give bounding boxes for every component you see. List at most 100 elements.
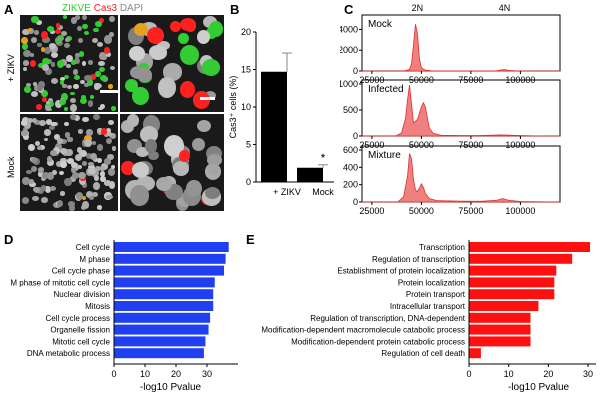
nucleus (52, 170, 57, 175)
nucleus (93, 114, 101, 121)
dapi-label: DAPI (119, 3, 144, 14)
nucleus (140, 126, 159, 144)
nucleus (78, 51, 84, 57)
nucleus (87, 60, 94, 65)
nucleus (104, 132, 109, 137)
y-tick-label: 15 (241, 65, 251, 75)
x-tick-label: 75000 (458, 140, 483, 150)
x-tick-label: 100000 (505, 206, 535, 216)
nucleus (44, 47, 52, 55)
nucleus (38, 62, 45, 69)
nucleus (78, 171, 86, 179)
nucleus (157, 40, 171, 51)
nucleus (180, 45, 200, 66)
nucleus (21, 196, 30, 204)
y-tick-label: 4000 (340, 24, 358, 34)
bar (114, 289, 214, 300)
x-tick-label: 30 (202, 369, 212, 379)
nucleus (196, 29, 211, 45)
nucleus (56, 138, 63, 144)
nucleus (74, 15, 81, 21)
x-tick-label: 20 (543, 369, 553, 379)
x-tick-label: 25000 (359, 206, 384, 216)
nucleus (169, 20, 182, 33)
nucleus (80, 97, 88, 104)
nucleus (71, 162, 78, 169)
nucleus (60, 157, 68, 164)
nucleus (38, 119, 46, 126)
nucleus (42, 58, 50, 66)
category-label: M phase (79, 255, 110, 264)
nucleus (88, 161, 95, 167)
nucleus (69, 205, 75, 211)
nucleus (100, 171, 105, 177)
nucleus (82, 116, 90, 123)
nucleus (22, 28, 30, 36)
y-tick-label: 0 (353, 131, 358, 141)
nucleus (32, 186, 40, 193)
nucleus (54, 38, 60, 43)
bar (114, 242, 229, 252)
subplot-title: Mixture (368, 150, 401, 161)
bar (469, 336, 531, 347)
nucleus (40, 30, 49, 40)
nucleus (133, 22, 148, 36)
nucleus (29, 53, 35, 58)
nucleus (70, 91, 75, 96)
nucleus (87, 164, 96, 173)
nucleus (147, 26, 165, 44)
nucleus (25, 82, 31, 88)
nucleus (111, 146, 116, 151)
nucleus (107, 154, 115, 160)
nucleus (96, 128, 103, 134)
nucleus (81, 61, 87, 67)
cas3-label: Cas3 (93, 3, 118, 14)
subplot-title: Mock (368, 19, 393, 30)
nucleus (94, 21, 103, 28)
bar (297, 167, 323, 182)
nucleus (41, 196, 48, 203)
ploidy-label: 4N (499, 3, 511, 13)
nucleus (64, 75, 70, 80)
nucleus (74, 57, 80, 65)
histogram-series (362, 153, 561, 203)
x-tick-label: 10 (504, 369, 514, 379)
nucleus (32, 81, 38, 86)
panel-e-label: E (246, 232, 255, 247)
bar (469, 242, 591, 252)
nucleus (82, 161, 88, 166)
nucleus (27, 117, 34, 123)
nucleus (208, 164, 221, 175)
nucleus (50, 121, 56, 127)
nucleus (69, 97, 76, 103)
nucleus (93, 182, 100, 190)
nucleus (46, 119, 53, 125)
nucleus (70, 176, 77, 182)
nucleus (73, 69, 79, 75)
nucleus (21, 176, 30, 186)
nucleus (50, 62, 56, 67)
x-tick-label: 100000 (505, 140, 535, 150)
nucleus (128, 46, 146, 62)
bar (261, 71, 287, 182)
nucleus (201, 58, 221, 76)
nucleus (108, 180, 116, 189)
nucleus (65, 38, 70, 42)
x-axis-label: -log10 Pvalue (140, 382, 202, 393)
nucleus (104, 158, 111, 165)
nucleus (97, 157, 103, 163)
nucleus (89, 74, 96, 80)
nucleus (69, 104, 77, 112)
category-label: Cell cycle (76, 243, 111, 252)
nucleus (132, 162, 149, 179)
category-label: Intracellular transport (390, 302, 466, 311)
nucleus (91, 38, 98, 44)
nucleus (204, 90, 217, 100)
nucleus (87, 79, 93, 86)
y-tick-label: 400 (343, 162, 358, 172)
category-label: Nuclear division (54, 290, 110, 299)
nucleus (70, 59, 76, 65)
nucleus (93, 84, 100, 90)
nucleus (75, 53, 80, 58)
chart-d: Cell cycle M phase Cell cycle phase M phase… (10, 240, 238, 393)
